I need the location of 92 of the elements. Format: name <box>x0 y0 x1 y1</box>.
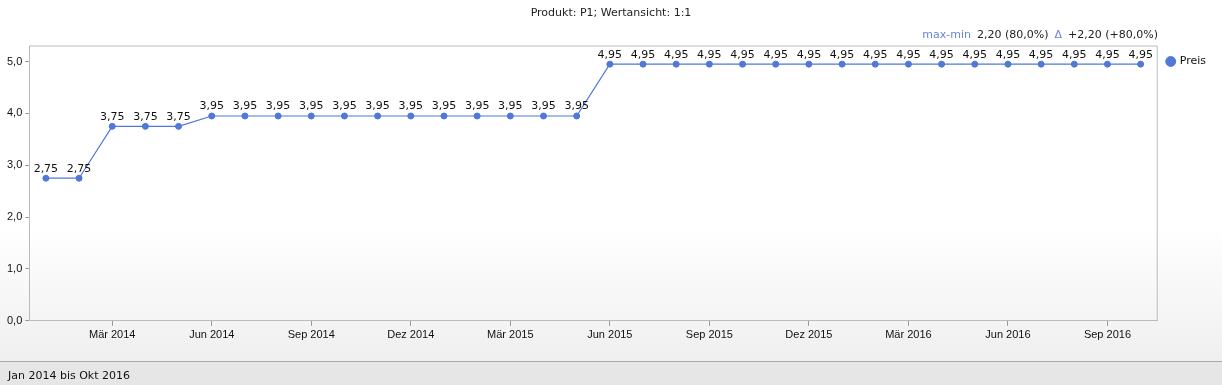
point <box>1070 60 1078 68</box>
data-label: 4,95 <box>663 47 689 61</box>
point <box>307 112 315 120</box>
point <box>573 112 581 120</box>
data-label: 4,95 <box>962 47 988 61</box>
point <box>705 60 713 68</box>
data-label: 3,75 <box>99 109 125 123</box>
x-tick-label: Jun 2015 <box>587 328 633 341</box>
data-label: 4,95 <box>1028 47 1054 61</box>
data-label: 4,95 <box>1062 47 1087 61</box>
text: 2,20 (80,0%) <box>976 28 1049 41</box>
x-tick-label: Dez 2015 <box>785 328 833 341</box>
data-label: 3,95 <box>464 99 490 113</box>
text: Jan 2014 bis Okt 2016 <box>8 369 131 382</box>
data-label: 4,95 <box>597 47 623 61</box>
point <box>639 60 647 68</box>
data-label: 3,75 <box>166 109 191 123</box>
data-label: 4,95 <box>995 47 1021 61</box>
point <box>904 60 912 68</box>
point <box>1103 60 1111 68</box>
data-label: 3,95 <box>431 99 457 113</box>
point <box>805 60 813 68</box>
data-label: 4,95 <box>730 47 755 61</box>
data-label: 4,95 <box>763 47 788 61</box>
point <box>374 112 382 120</box>
point <box>75 174 83 182</box>
point <box>108 122 116 130</box>
data-label: 4,95 <box>862 47 888 61</box>
point <box>175 122 183 130</box>
data-label: 4,95 <box>697 47 722 61</box>
point <box>1037 60 1045 68</box>
point <box>241 112 249 120</box>
x-tick-label: Mär 2015 <box>487 328 534 341</box>
data-label: 3,95 <box>265 99 291 113</box>
chart-title: Produkt: P1; Wertansicht: 1:1 <box>529 6 693 19</box>
data-label: 3,95 <box>232 99 258 113</box>
point <box>1137 60 1145 68</box>
data-label: 3,95 <box>564 99 589 113</box>
x-tick-label: Jun 2014 <box>189 328 235 341</box>
y-tick-label: 1,0 <box>6 261 23 274</box>
data-label: 4,95 <box>630 47 656 61</box>
x-tick-label: Mär 2016 <box>885 328 932 341</box>
point <box>407 112 415 120</box>
point <box>506 112 514 120</box>
y-tick-label: 3,0 <box>6 158 23 171</box>
point <box>606 60 614 68</box>
data-label: 3,95 <box>498 99 523 113</box>
data-label: 2,75 <box>33 161 59 175</box>
point <box>540 112 547 120</box>
x-tick-label: Dez 2014 <box>387 328 435 341</box>
x-tick-label: Mär 2014 <box>88 328 136 341</box>
data-label: 3,75 <box>133 109 158 123</box>
y-tick-label: 2,0 <box>6 210 23 223</box>
text: +2,20 (+80,0%) <box>1068 28 1158 41</box>
point <box>739 60 747 68</box>
text: Δ <box>1054 28 1063 41</box>
point <box>871 60 879 68</box>
data-label: 4,95 <box>829 47 855 61</box>
legend-label: Preis <box>1179 54 1207 68</box>
data-label: 2,75 <box>66 161 92 175</box>
point <box>473 112 481 120</box>
point <box>772 60 780 68</box>
point <box>838 60 846 68</box>
point <box>141 122 149 130</box>
point <box>42 174 50 182</box>
data-label: 3,95 <box>398 99 424 113</box>
data-label: 4,95 <box>929 47 954 61</box>
data-label: 3,95 <box>531 99 556 113</box>
point <box>672 60 680 68</box>
text: max-min <box>922 28 971 41</box>
x-tick-label: Sep 2016 <box>1083 328 1132 341</box>
x-tick-label: Jun 2016 <box>985 328 1031 341</box>
point <box>274 112 282 120</box>
y-tick-label: 5,0 <box>6 54 23 67</box>
point <box>440 112 448 120</box>
x-tick-label: Sep 2015 <box>685 328 733 341</box>
x-tick-label: Sep 2014 <box>287 328 335 341</box>
point <box>971 60 979 68</box>
data-label: 3,95 <box>332 99 357 113</box>
data-label: 4,95 <box>1095 47 1120 61</box>
data-label: 3,95 <box>199 99 224 113</box>
y-tick-label: 4,0 <box>6 106 23 119</box>
point <box>208 112 216 120</box>
data-label: 4,95 <box>796 47 822 61</box>
data-label: 4,95 <box>1128 47 1153 61</box>
point <box>1004 60 1012 68</box>
data-label: 4,95 <box>896 47 921 61</box>
data-label: 3,95 <box>299 99 324 113</box>
point <box>938 60 946 68</box>
y-tick-label: 0,0 <box>6 313 23 326</box>
data-label: 3,95 <box>365 99 390 113</box>
point <box>340 112 348 120</box>
